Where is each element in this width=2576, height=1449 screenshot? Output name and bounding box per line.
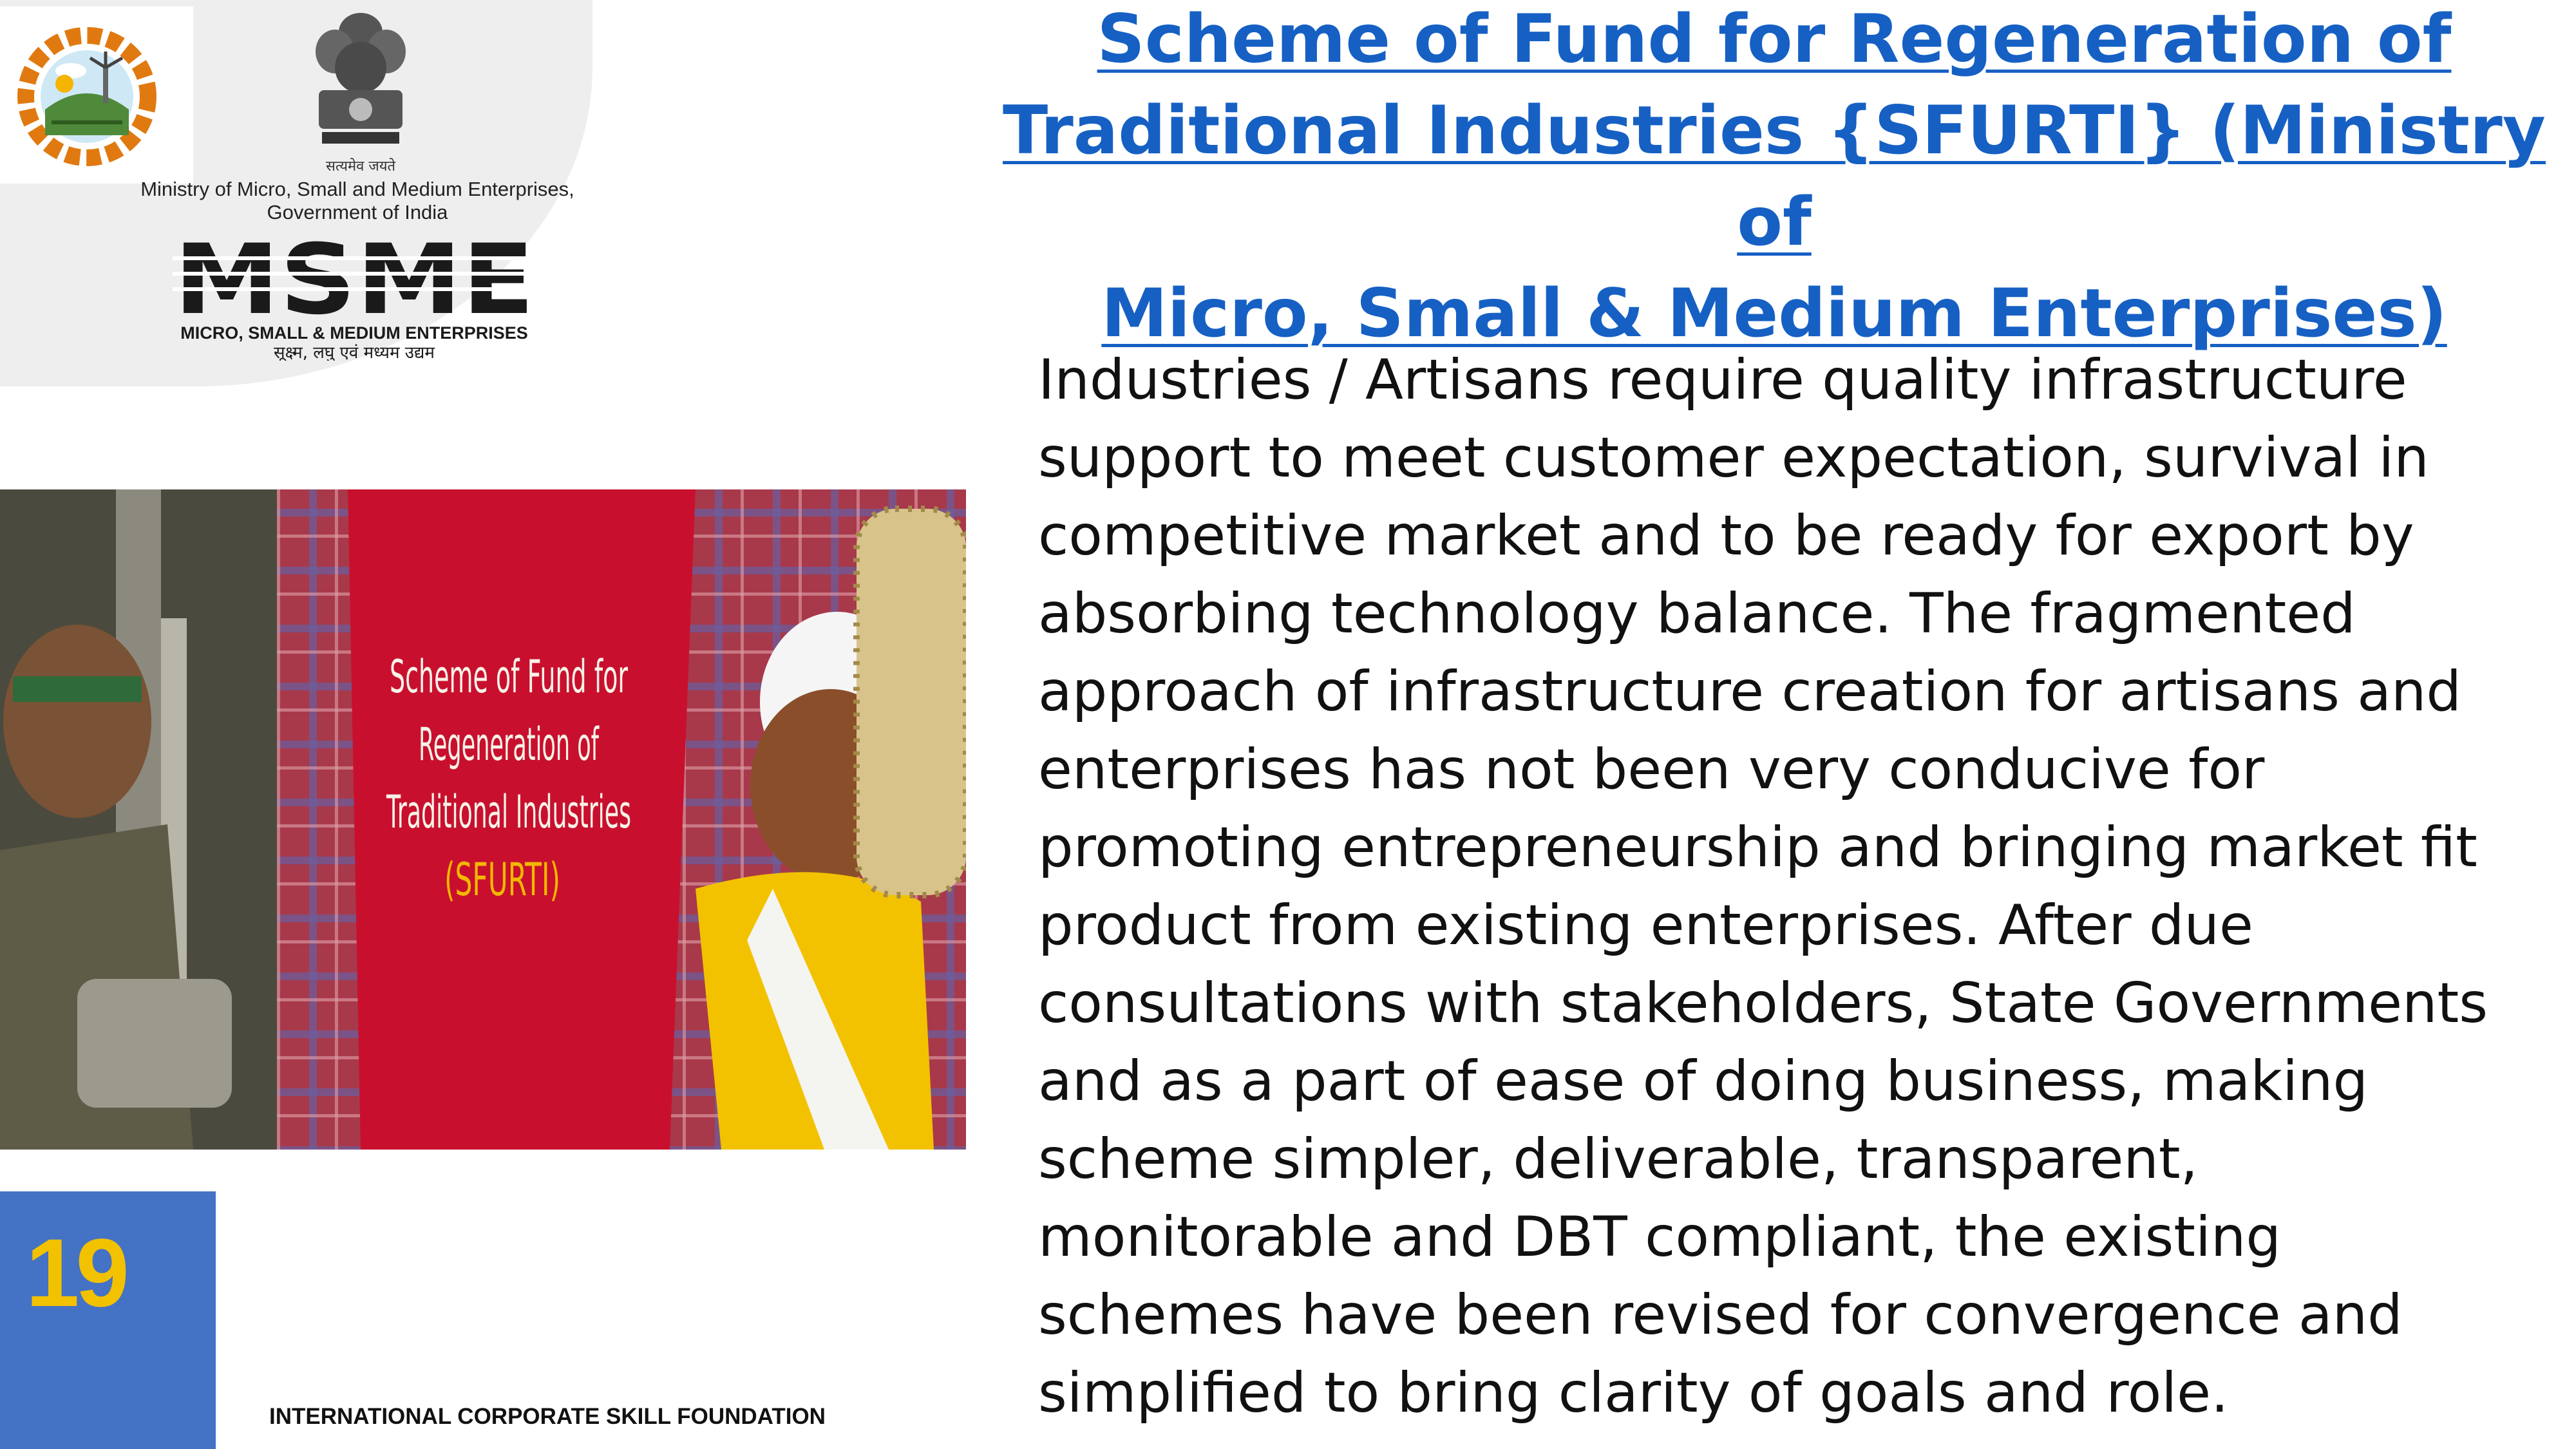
body-line: Industries / Artisans require quality in… bbox=[1038, 348, 2407, 412]
msme-logo: MSME MICRO, SMALL & MEDIUM ENTERPRISES स… bbox=[167, 224, 541, 363]
ministry-caption-line: Government of India bbox=[267, 201, 448, 223]
body-paragraph: Industries / Artisans require quality in… bbox=[1038, 341, 2571, 1432]
body-line: schemes have been revised for convergenc… bbox=[1038, 1283, 2403, 1347]
banner-line: Traditional Industries bbox=[386, 786, 631, 838]
body-line: monitorable and DBT compliant, the exist… bbox=[1038, 1205, 2281, 1269]
slide-number-box bbox=[0, 1191, 216, 1449]
banner-line: Scheme of Fund for bbox=[390, 650, 628, 703]
banner-line: Regeneration of bbox=[419, 718, 600, 771]
body-line: and as a part of ease of doing business,… bbox=[1038, 1049, 2369, 1113]
body-line: competitive market and to be ready for e… bbox=[1038, 504, 2414, 568]
body-line: simplified to bring clarity of goals and… bbox=[1038, 1361, 2229, 1425]
sfurti-banner-image: Scheme of Fund for Regeneration of Tradi… bbox=[0, 489, 966, 1150]
footer-organization: INTERNATIONAL CORPORATE SKILL FOUNDATION bbox=[269, 1404, 826, 1429]
body-line: product from existing enterprises. After… bbox=[1038, 893, 2253, 958]
body-line: approach of infrastructure creation for … bbox=[1038, 659, 2462, 724]
ministry-caption-line: Ministry of Micro, Small and Medium Ente… bbox=[140, 178, 574, 200]
slide-title: Scheme of Fund for Regeneration of Tradi… bbox=[985, 0, 2563, 359]
body-line: scheme simpler, deliverable, transparent… bbox=[1038, 1127, 2198, 1191]
national-emblem: सत्यमेव जयते bbox=[296, 6, 425, 187]
body-line: enterprises has not been very conducive … bbox=[1038, 737, 2265, 802]
title-line: Micro, Small & Medium Enterprises) bbox=[1101, 275, 2447, 352]
banner-line: (SFURTI) bbox=[444, 853, 560, 906]
body-line: support to meet customer expectation, su… bbox=[1038, 426, 2429, 490]
title-line: Traditional Industries {SFURTI} (Ministr… bbox=[1003, 92, 2546, 261]
msme-wordmark: MSME bbox=[174, 237, 535, 336]
body-line: consultations with stakeholders, State G… bbox=[1038, 971, 2488, 1036]
body-line: absorbing technology balance. The fragme… bbox=[1038, 582, 2356, 646]
msme-hindi: सूक्ष्म, लघु एवं मध्यम उद्यम bbox=[274, 343, 435, 361]
emblem-motto: सत्यमेव जयते bbox=[326, 158, 395, 175]
ministry-caption: Ministry of Micro, Small and Medium Ente… bbox=[90, 178, 625, 224]
msme-subtitle: MICRO, SMALL & MEDIUM ENTERPRISES bbox=[180, 323, 528, 343]
title-line: Scheme of Fund for Regeneration of bbox=[1097, 1, 2452, 78]
slide-number: 19 bbox=[26, 1218, 129, 1327]
body-line: promoting entrepreneurship and bringing … bbox=[1038, 815, 2477, 880]
foundation-logo bbox=[0, 6, 193, 184]
